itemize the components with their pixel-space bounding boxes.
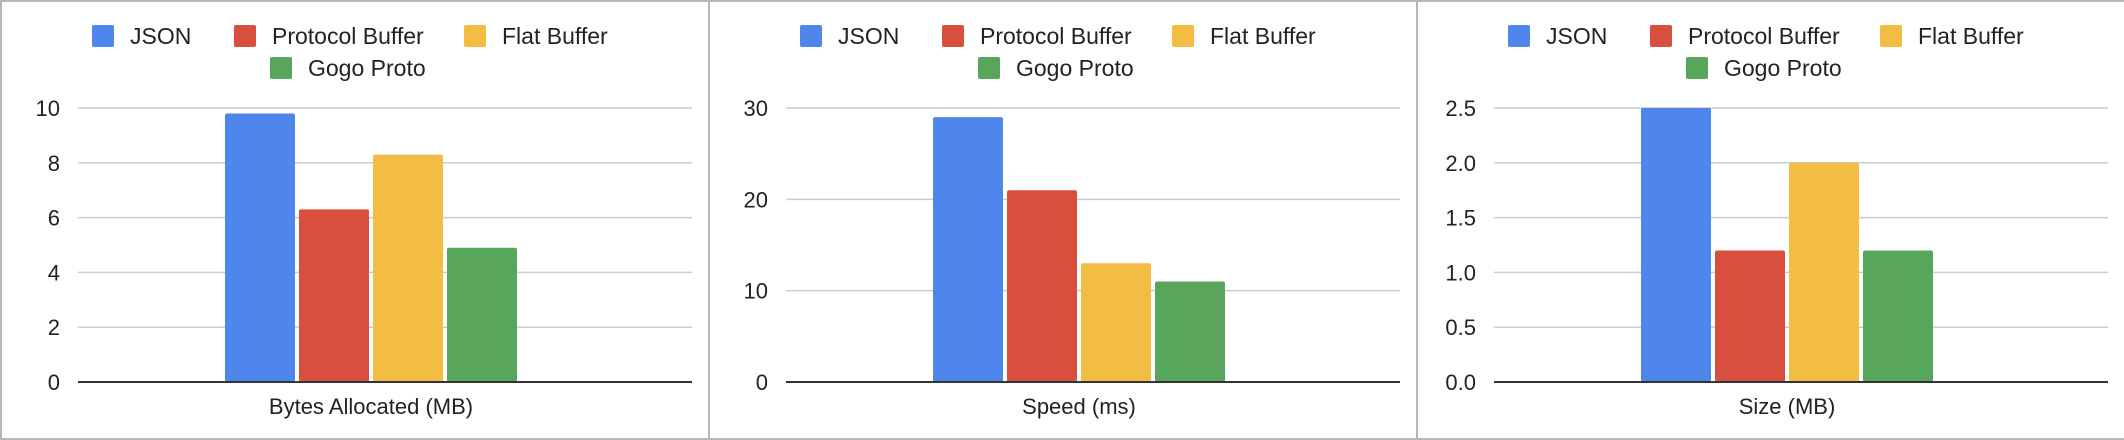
- chart-panel-2: JSON Protocol Buffer Flat Buffer Gogo Proto…: [708, 2, 1416, 438]
- bar-chart: JSON Protocol Buffer Flat Buffer Gogo Proto…: [36, 23, 692, 419]
- y-tick-label: 1.0: [1445, 260, 1476, 285]
- y-axis-ticks: 0 2 4 6 8 10: [36, 96, 60, 395]
- legend-item: Gogo Proto: [978, 55, 1134, 81]
- legend-label: JSON: [130, 23, 191, 49]
- bar-gogo-proto: [1863, 250, 1933, 382]
- bar-json: [1641, 108, 1711, 382]
- legend-swatch: [1650, 25, 1672, 47]
- legend-label: Gogo Proto: [1724, 55, 1842, 81]
- legend-item: Protocol Buffer: [942, 23, 1132, 49]
- bar-gogo-proto: [447, 247, 517, 382]
- legend: JSON Protocol Buffer Flat Buffer Gogo Proto: [92, 23, 608, 81]
- bar-protocol-buffer: [299, 209, 369, 382]
- y-axis-ticks: 0 10 20 30: [744, 96, 768, 395]
- legend-swatch: [270, 57, 292, 79]
- legend: JSON Protocol Buffer Flat Buffer Gogo Proto: [800, 23, 1316, 81]
- y-tick-label: 8: [48, 151, 60, 176]
- legend-swatch: [1686, 57, 1708, 79]
- bar-json: [225, 113, 295, 382]
- y-tick-label: 2: [48, 315, 60, 340]
- bar-gogo-proto: [1155, 281, 1225, 382]
- y-tick-label: 4: [48, 260, 60, 285]
- legend-label: Protocol Buffer: [1688, 23, 1840, 49]
- y-tick-label: 2.0: [1445, 151, 1476, 176]
- legend-swatch: [92, 25, 114, 47]
- bar-flat-buffer: [1081, 263, 1151, 382]
- legend-label: Protocol Buffer: [980, 23, 1132, 49]
- y-tick-label: 6: [48, 206, 60, 231]
- legend-item: Flat Buffer: [464, 23, 608, 49]
- y-tick-label: 10: [744, 279, 768, 304]
- bar-json: [933, 117, 1003, 382]
- bar-protocol-buffer: [1715, 250, 1785, 382]
- bar-flat-buffer: [1789, 162, 1859, 382]
- y-tick-label: 1.5: [1445, 206, 1476, 231]
- legend-swatch: [800, 25, 822, 47]
- y-tick-label: 30: [744, 96, 768, 121]
- legend-item: JSON: [800, 23, 899, 49]
- legend-label: Flat Buffer: [1210, 23, 1316, 49]
- legend-swatch: [464, 25, 486, 47]
- legend-item: Flat Buffer: [1880, 23, 2024, 49]
- legend-item: Protocol Buffer: [234, 23, 424, 49]
- legend-swatch: [942, 25, 964, 47]
- legend-label: JSON: [1546, 23, 1607, 49]
- legend-item: JSON: [1508, 23, 1607, 49]
- legend-item: Gogo Proto: [270, 55, 426, 81]
- bar-chart: JSON Protocol Buffer Flat Buffer Gogo Proto…: [1445, 23, 2108, 419]
- chart-panel-1: JSON Protocol Buffer Flat Buffer Gogo Proto…: [2, 2, 708, 438]
- legend-label: Gogo Proto: [308, 55, 426, 81]
- x-category-label: Bytes Allocated (MB): [269, 394, 473, 419]
- y-tick-label: 2.5: [1445, 96, 1476, 121]
- bars: [933, 117, 1225, 382]
- legend-label: Protocol Buffer: [272, 23, 424, 49]
- legend-swatch: [1508, 25, 1530, 47]
- y-tick-label: 10: [36, 96, 60, 121]
- y-tick-label: 20: [744, 187, 768, 212]
- legend-item: Gogo Proto: [1686, 55, 1842, 81]
- bars: [1641, 108, 1933, 382]
- y-tick-label: 0: [48, 370, 60, 395]
- bar-flat-buffer: [373, 154, 443, 382]
- bars: [225, 113, 517, 382]
- chart-panel-3: JSON Protocol Buffer Flat Buffer Gogo Proto…: [1416, 2, 2124, 438]
- legend-label: Flat Buffer: [502, 23, 608, 49]
- legend: JSON Protocol Buffer Flat Buffer Gogo Proto: [1508, 23, 2024, 81]
- legend-swatch: [234, 25, 256, 47]
- x-category-label: Size (MB): [1739, 394, 1836, 419]
- legend-swatch: [1880, 25, 1902, 47]
- legend-swatch: [1172, 25, 1194, 47]
- legend-label: Flat Buffer: [1918, 23, 2024, 49]
- y-axis-ticks: 0.0 0.5 1.0 1.5 2.0 2.5: [1445, 96, 1476, 395]
- legend-item: Flat Buffer: [1172, 23, 1316, 49]
- x-category-label: Speed (ms): [1022, 394, 1136, 419]
- y-tick-label: 0: [756, 370, 768, 395]
- y-tick-label: 0.0: [1445, 370, 1476, 395]
- legend-swatch: [978, 57, 1000, 79]
- legend-item: Protocol Buffer: [1650, 23, 1840, 49]
- legend-label: JSON: [838, 23, 899, 49]
- bar-chart: JSON Protocol Buffer Flat Buffer Gogo Proto…: [744, 23, 1400, 419]
- y-tick-label: 0.5: [1445, 315, 1476, 340]
- legend-label: Gogo Proto: [1016, 55, 1134, 81]
- bar-protocol-buffer: [1007, 190, 1077, 382]
- legend-item: JSON: [92, 23, 191, 49]
